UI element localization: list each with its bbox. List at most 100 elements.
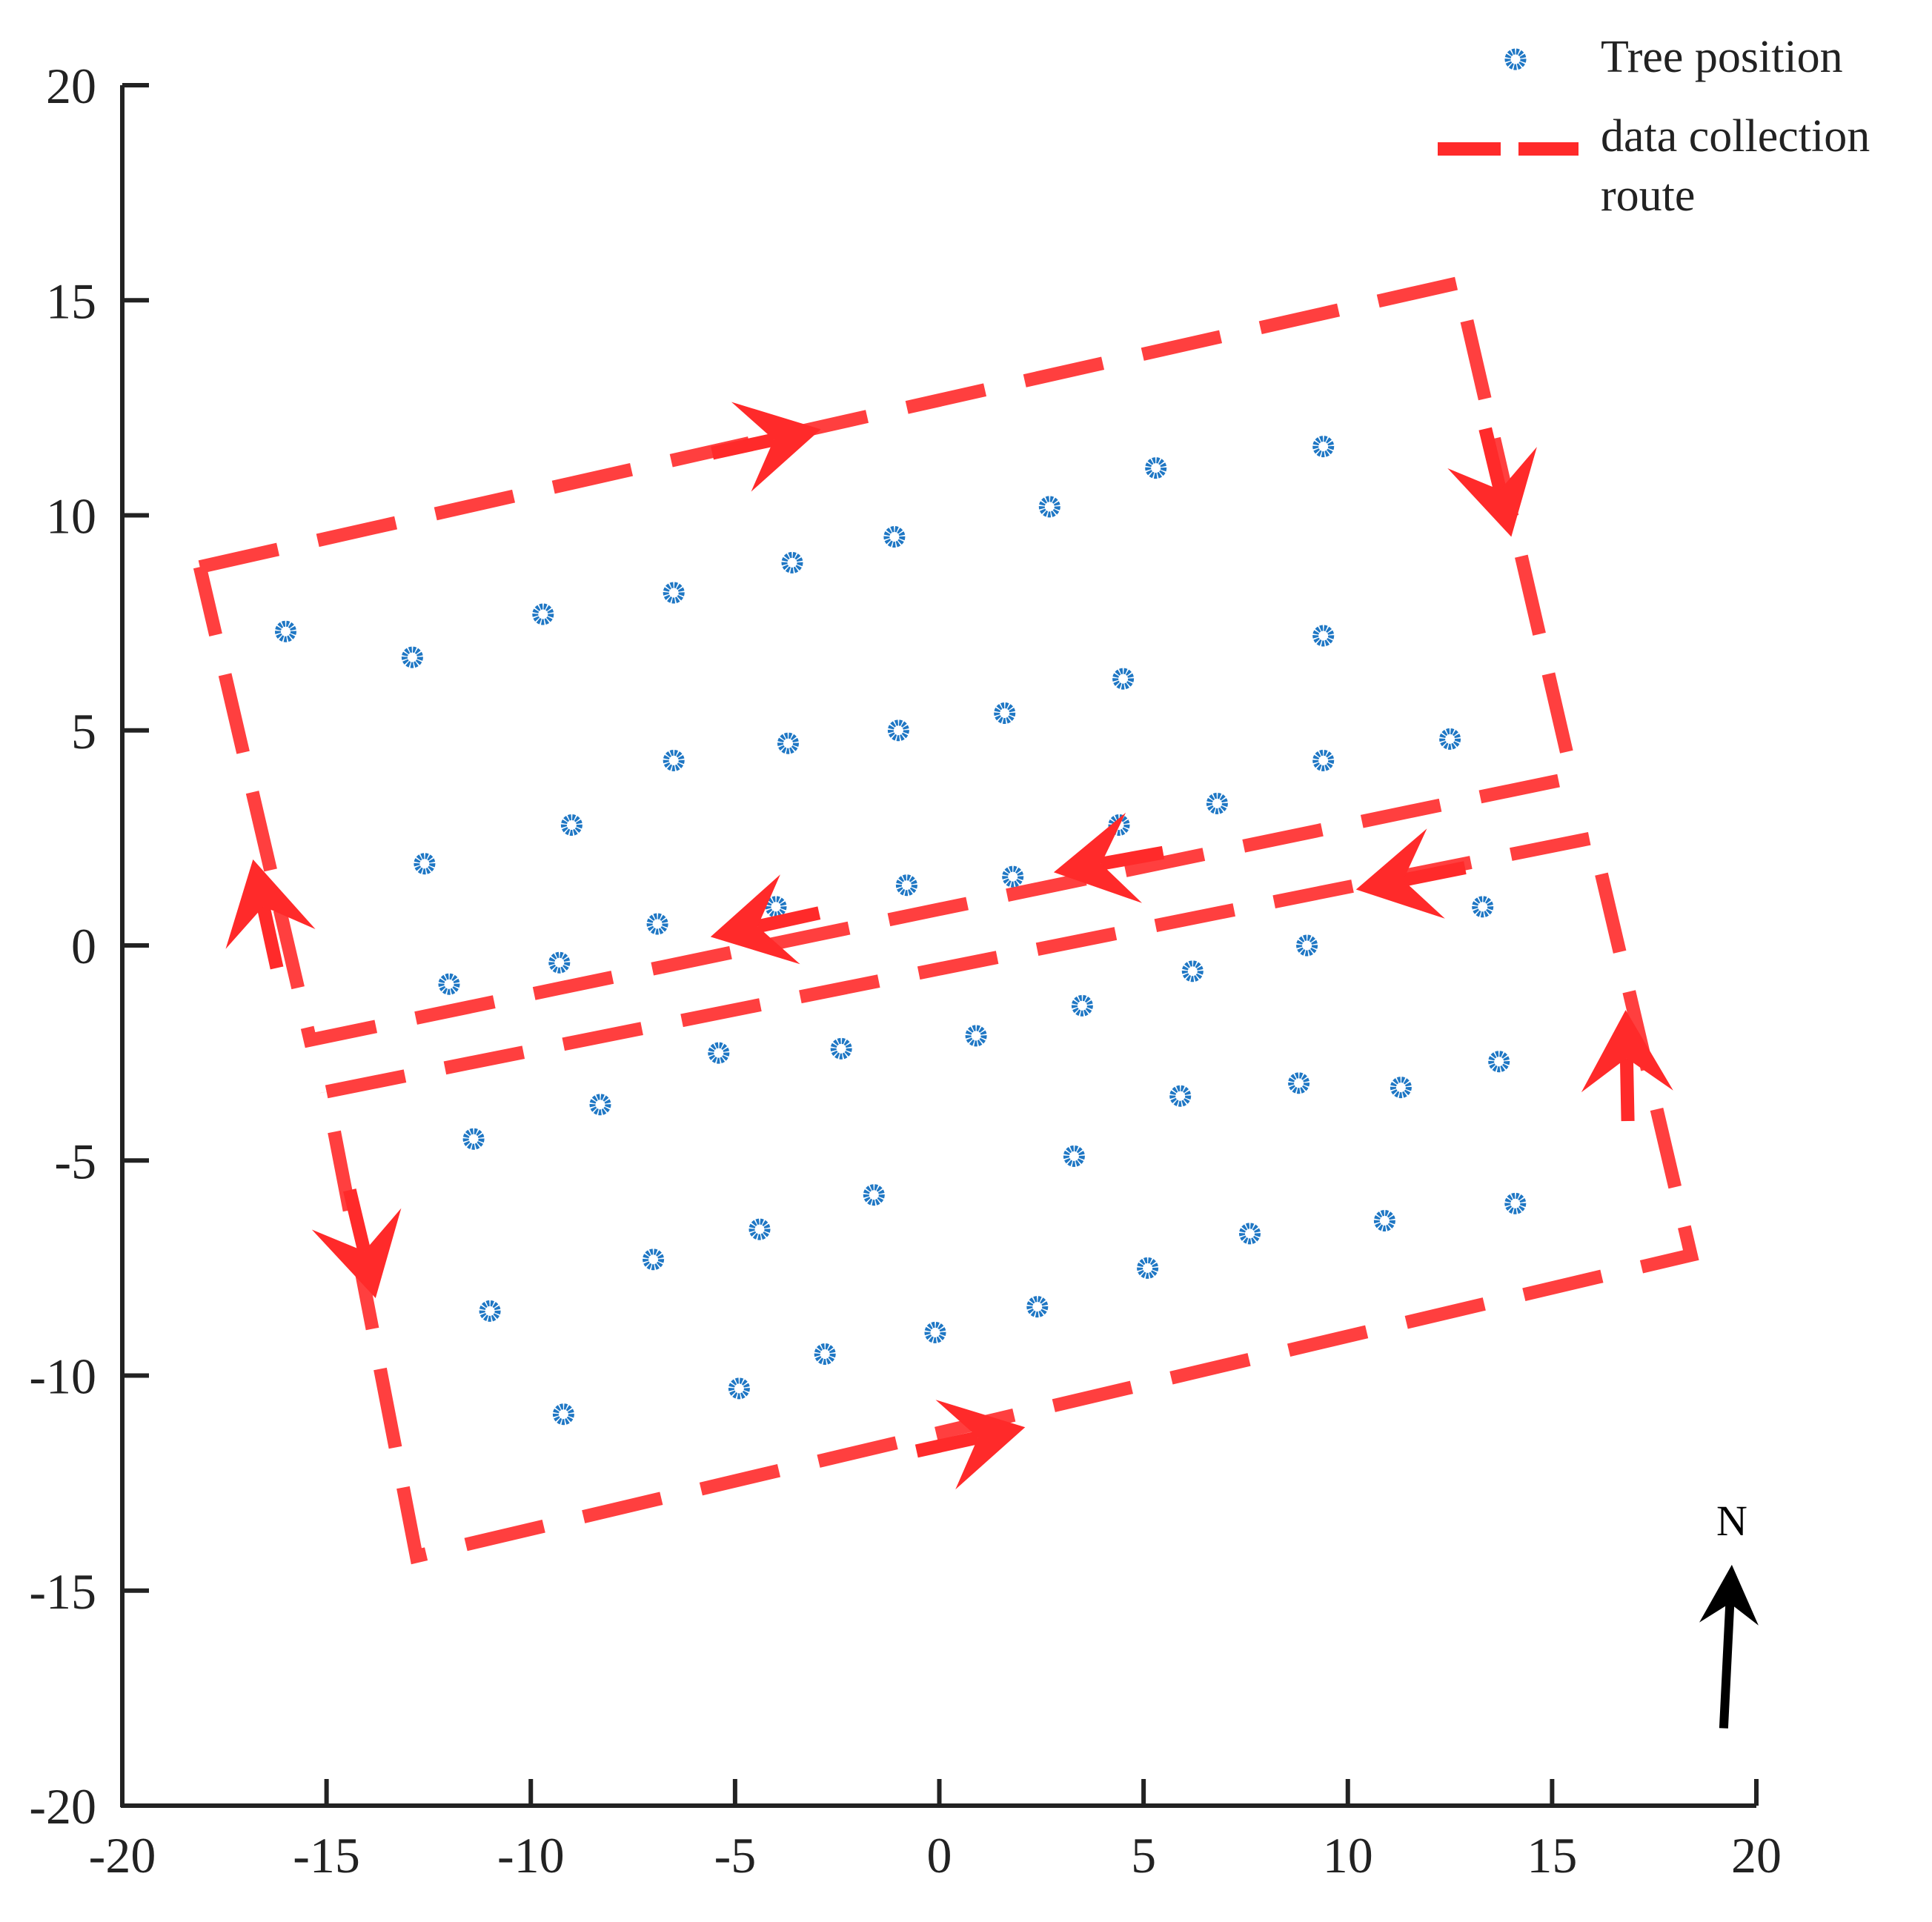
tree-marker — [708, 1042, 730, 1064]
north-label: N — [1716, 1497, 1747, 1545]
tree-marker — [560, 814, 582, 836]
tree-marker — [1169, 1085, 1192, 1107]
route-loop-2 — [319, 830, 1699, 1565]
route-arrow-head — [935, 1400, 1026, 1490]
route-arrow-shaft — [1478, 427, 1507, 492]
y-tick-label: 0 — [71, 918, 96, 974]
tree-marker — [548, 951, 571, 974]
route-loop-1 — [193, 275, 1581, 1048]
tree-marker — [728, 1377, 750, 1400]
legend-route-label-line-2: route — [1601, 170, 1695, 221]
route-arrow-shaft — [343, 1188, 371, 1253]
tree-marker — [401, 646, 423, 668]
route-direction-arrow — [1355, 828, 1467, 919]
route-direction-arrow — [1581, 1010, 1673, 1122]
x-tick-label: 0 — [927, 1827, 952, 1883]
tree-marker — [643, 1248, 665, 1271]
route-direction-arrows — [225, 402, 1673, 1490]
tree-layer — [275, 436, 1527, 1426]
tree-marker — [552, 1403, 574, 1426]
route-arrow-head — [1053, 812, 1143, 903]
tree-marker — [1288, 1072, 1310, 1094]
legend-tree-label: Tree position — [1601, 32, 1843, 82]
route-direction-arrow — [914, 1400, 1026, 1490]
tree-marker — [1063, 1145, 1085, 1167]
tree-marker — [887, 719, 909, 742]
y-tick-label: 5 — [71, 703, 96, 759]
route-direction-arrow — [710, 874, 821, 965]
tree-marker — [1296, 934, 1318, 957]
tree-marker — [646, 913, 668, 935]
route-arrow-head — [1581, 1010, 1673, 1093]
tree-marker — [589, 1094, 611, 1116]
y-tick-label: -20 — [29, 1778, 96, 1835]
tree-marker — [781, 551, 803, 573]
tree-marker — [1488, 1051, 1510, 1073]
tree-marker — [814, 1343, 836, 1365]
legend: Tree position data collection route — [1438, 32, 1882, 221]
tree-marker — [1312, 436, 1335, 458]
route-arrow-shaft — [1619, 1057, 1635, 1122]
route-arrow-shaft — [914, 1431, 980, 1458]
tree-marker — [1472, 896, 1494, 918]
route-arrow-head — [731, 402, 821, 492]
tree-marker — [1206, 792, 1228, 814]
tree-marker — [765, 896, 787, 918]
x-tick-label: 20 — [1731, 1827, 1782, 1883]
tree-marker — [1145, 457, 1167, 479]
north-arrow-head — [1699, 1564, 1759, 1626]
x-tick-label: 5 — [1131, 1827, 1156, 1883]
tree-marker — [1071, 994, 1093, 1017]
axes — [120, 83, 1759, 1808]
tree-marker — [830, 1037, 852, 1060]
y-tick-label: 15 — [46, 273, 96, 329]
route-direction-arrow — [1053, 812, 1165, 903]
route-arrow-shaft — [711, 433, 776, 460]
route-arrow-head — [311, 1208, 402, 1298]
tree-marker — [663, 749, 685, 771]
tree-marker — [748, 1218, 771, 1240]
tree-marker — [663, 582, 685, 604]
route-arrow-head — [1355, 828, 1445, 919]
tree-marker — [895, 874, 917, 897]
tree-marker — [532, 603, 554, 625]
tree-marker — [863, 1184, 885, 1206]
tree-marker — [1504, 1192, 1527, 1214]
tree-marker — [994, 702, 1016, 724]
legend-route-label-line-1: data collection — [1601, 111, 1870, 162]
tree-marker — [462, 1128, 485, 1150]
route-layer — [193, 275, 1699, 1565]
tree-marker — [883, 526, 906, 548]
route-arrow-head — [225, 859, 316, 949]
tree-marker — [1181, 960, 1204, 982]
tree-marker — [1439, 728, 1461, 750]
legend-tree-marker — [1504, 48, 1527, 70]
tree-marker — [965, 1025, 987, 1047]
x-tick-label: 10 — [1323, 1827, 1373, 1883]
x-tick-label: 15 — [1527, 1827, 1577, 1883]
route-direction-arrow — [311, 1188, 402, 1298]
y-tick-label: 20 — [46, 58, 96, 114]
tree-marker — [1373, 1210, 1395, 1231]
tree-marker — [1312, 625, 1335, 647]
tree-marker — [1137, 1257, 1159, 1279]
route-arrow-head — [710, 874, 800, 965]
y-tick-label: -10 — [29, 1349, 96, 1405]
north-arrow: N — [1699, 1497, 1759, 1729]
tree-marker — [777, 732, 799, 754]
x-tick-label: -10 — [497, 1827, 565, 1883]
y-tick-label: -5 — [54, 1133, 96, 1189]
route-direction-arrow — [711, 402, 821, 492]
y-tick-label: -15 — [29, 1563, 96, 1620]
tick-labels: -20 -15 -10 -5 0 5 10 15 20 -20 -15 -10 -5 0 5 10 15 20 — [29, 58, 1782, 1883]
route-arrow-shaft — [1401, 861, 1467, 887]
tree-marker — [1038, 496, 1060, 518]
route-arrow-shaft — [1100, 845, 1165, 871]
legend-route-label: data collection route — [1601, 111, 1882, 221]
y-tick-label: 10 — [46, 488, 96, 545]
tree-marker — [1312, 749, 1335, 771]
route-arrow-shaft — [756, 906, 821, 934]
route-arrow-head — [1447, 447, 1537, 537]
tree-marker — [275, 620, 296, 642]
